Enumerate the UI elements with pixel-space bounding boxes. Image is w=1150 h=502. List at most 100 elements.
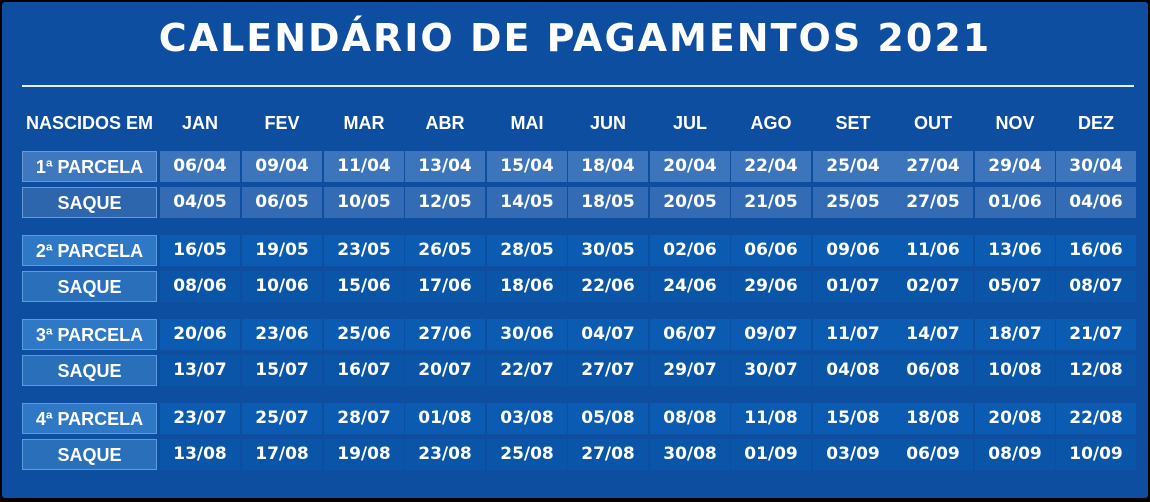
saque-date-cell: 17/08 [242,439,322,470]
parcela-label: 1ª PARCELA [22,151,157,182]
saque-date-cell: 10/06 [242,271,322,302]
saque-date-cell: 22/06 [568,271,648,302]
saque-date-cell: 18/06 [487,271,567,302]
parcela-date-cell: 28/05 [487,235,567,266]
parcela-date-cell: 29/04 [975,151,1055,182]
parcela-date-cell: 21/07 [1056,319,1136,350]
parcela-date-cell: 05/08 [568,403,648,434]
header-month: JUL [672,113,707,133]
saque-label: SAQUE [22,355,157,386]
parcela-date-cell: 02/06 [650,235,730,266]
parcela-date-cell: 09/06 [813,235,893,266]
parcela-date-cell: 18/04 [568,151,648,182]
saque-date-cell: 27/07 [568,355,648,386]
parcela-date-cell: 06/06 [731,235,811,266]
parcela-date-cell: 25/07 [242,403,322,434]
saque-label: SAQUE [22,271,157,302]
parcela-date-cell: 25/04 [813,151,893,182]
saque-date-cell: 22/07 [487,355,567,386]
saque-date-cell: 04/08 [813,355,893,386]
parcela-date-cell: 09/04 [242,151,322,182]
parcela-date-cell: 30/04 [1056,151,1136,182]
parcela-date-cell: 28/07 [324,403,404,434]
saque-date-cell: 27/05 [893,187,973,218]
parcela-date-cell: 23/05 [324,235,404,266]
header-month: AGO [750,113,792,133]
saque-label: SAQUE [22,439,157,470]
parcela-date-cell: 23/06 [242,319,322,350]
saque-date-cell: 29/07 [650,355,730,386]
saque-date-cell: 06/09 [893,439,973,470]
saque-date-cell: 05/07 [975,271,1055,302]
saque-date-cell: 12/08 [1056,355,1136,386]
saque-date-cell: 06/05 [242,187,322,218]
parcela-date-cell: 30/05 [568,235,648,266]
saque-date-cell: 25/05 [813,187,893,218]
header-month: DEZ [1078,113,1114,133]
saque-date-cell: 20/05 [650,187,730,218]
saque-date-cell: 01/09 [731,439,811,470]
parcela-date-cell: 08/08 [650,403,730,434]
parcela-date-cell: 14/07 [893,319,973,350]
header-month: MAI [510,113,544,133]
parcela-date-cell: 15/08 [813,403,893,434]
parcela-date-cell: 27/04 [893,151,973,182]
parcela-date-cell: 20/04 [650,151,730,182]
parcela-date-cell: 25/06 [324,319,404,350]
header-month: JAN [181,113,218,133]
saque-date-cell: 24/06 [650,271,730,302]
saque-date-cell: 30/07 [731,355,811,386]
saque-date-cell: 15/06 [324,271,404,302]
saque-date-cell: 20/07 [405,355,485,386]
saque-date-cell: 29/06 [731,271,811,302]
parcela-date-cell: 11/06 [893,235,973,266]
saque-date-cell: 25/08 [487,439,567,470]
parcela-date-cell: 20/06 [160,319,240,350]
parcela-date-cell: 15/04 [487,151,567,182]
parcela-label: 2ª PARCELA [22,235,157,266]
parcela-date-cell: 22/08 [1056,403,1136,434]
saque-date-cell: 02/07 [893,271,973,302]
parcela-date-cell: 16/06 [1056,235,1136,266]
saque-date-cell: 08/07 [1056,271,1136,302]
parcela-date-cell: 03/08 [487,403,567,434]
saque-date-cell: 17/06 [405,271,485,302]
parcela-date-cell: 06/07 [650,319,730,350]
parcela-date-cell: 01/08 [405,403,485,434]
parcela-date-cell: 09/07 [731,319,811,350]
header-month: MAR [343,113,385,133]
parcela-date-cell: 16/05 [160,235,240,266]
parcela-date-cell: 06/04 [160,151,240,182]
saque-date-cell: 08/09 [975,439,1055,470]
saque-date-cell: 10/09 [1056,439,1136,470]
saque-date-cell: 04/06 [1056,187,1136,218]
saque-date-cell: 13/08 [160,439,240,470]
saque-date-cell: 10/08 [975,355,1055,386]
saque-label: SAQUE [22,187,157,218]
parcela-date-cell: 13/04 [405,151,485,182]
header-month: FEV [264,113,300,133]
parcela-date-cell: 20/08 [975,403,1055,434]
saque-date-cell: 19/08 [324,439,404,470]
parcela-date-cell: 18/07 [975,319,1055,350]
header-month: SET [835,113,871,133]
parcela-date-cell: 11/04 [324,151,404,182]
saque-date-cell: 16/07 [324,355,404,386]
saque-date-cell: 10/05 [324,187,404,218]
saque-date-cell: 08/06 [160,271,240,302]
header-month: ABR [425,113,465,133]
saque-date-cell: 18/05 [568,187,648,218]
header-month: JUN [589,113,626,133]
saque-date-cell: 21/05 [731,187,811,218]
header-nascidos-em: NASCIDOS EM [25,113,153,133]
parcela-date-cell: 11/08 [731,403,811,434]
saque-date-cell: 23/08 [405,439,485,470]
header-month: OUT [914,113,952,133]
parcela-date-cell: 13/06 [975,235,1055,266]
parcela-label: 3ª PARCELA [22,319,157,350]
saque-date-cell: 04/05 [160,187,240,218]
saque-date-cell: 01/07 [813,271,893,302]
parcela-date-cell: 18/08 [893,403,973,434]
parcela-date-cell: 11/07 [813,319,893,350]
